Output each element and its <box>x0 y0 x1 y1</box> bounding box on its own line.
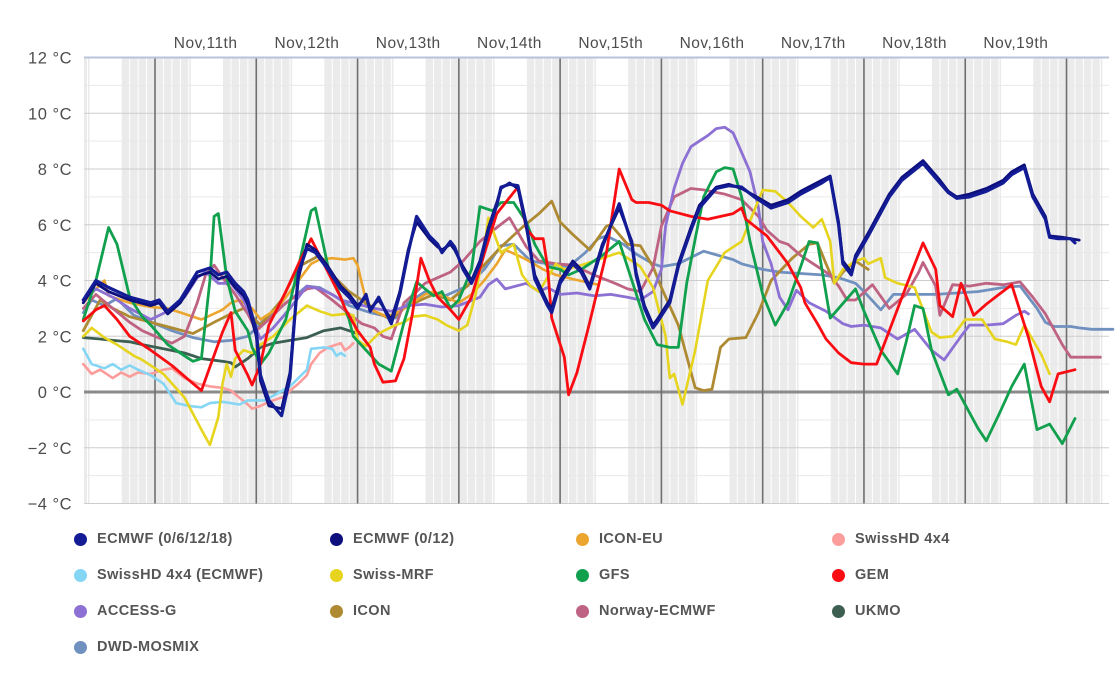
legend-item-gem[interactable]: GEM <box>832 567 1119 583</box>
legend-label: UKMO <box>855 603 901 619</box>
x-axis-label: Nov,16th <box>680 35 745 52</box>
y-axis-label: −4 °C <box>28 496 72 514</box>
legend-label: ECMWF (0/12) <box>353 531 455 547</box>
x-axis-label: Nov,15th <box>578 35 643 52</box>
y-axis-label: −2 °C <box>28 440 72 458</box>
series-line-swisshd_ec <box>82 346 347 409</box>
legend-color-dot <box>74 532 87 546</box>
legend-item-swisshd_ec[interactable]: SwissHD 4x4 (ECMWF) <box>74 567 330 583</box>
legend-item-ukmo[interactable]: UKMO <box>832 603 1119 619</box>
legend-color-dot <box>330 568 343 582</box>
x-axis-label: Nov,14th <box>477 35 542 52</box>
series-line-ukmo <box>81 326 360 369</box>
x-axis-label: Nov,18th <box>882 35 947 52</box>
legend-label: Norway-ECMWF <box>599 603 716 619</box>
legend-color-dot <box>832 604 845 618</box>
legend-color-dot <box>576 532 589 546</box>
legend-label: ACCESS-G <box>97 603 177 619</box>
series-line-gem <box>81 167 1077 404</box>
legend-color-dot <box>832 568 845 582</box>
legend-label: SwissHD 4x4 (ECMWF) <box>97 567 264 583</box>
x-axis-label: Nov,13th <box>376 35 441 52</box>
legend-label: ECMWF (0/6/12/18) <box>97 531 233 547</box>
x-axis-label: Nov,17th <box>781 35 846 52</box>
legend-color-dot <box>330 604 343 618</box>
legend-label: GEM <box>855 567 890 583</box>
legend-label: ICON <box>353 603 391 619</box>
y-axis-label: 2 °C <box>38 328 72 346</box>
legend-label: ICON-EU <box>599 531 664 547</box>
legend-label: GFS <box>599 567 631 583</box>
legend-item-access_g[interactable]: ACCESS-G <box>74 603 330 619</box>
legend-item-norway[interactable]: Norway-ECMWF <box>576 603 832 619</box>
model-legend: ECMWF (0/6/12/18) ECMWF (0/12) ICON-EU Swis… <box>0 521 1119 665</box>
legend-label: Swiss-MRF <box>353 567 434 583</box>
meteogram-plot: Nov,11th Nov,12th Nov,13th Nov,14th Nov,15th… <box>28 35 1115 514</box>
y-axis-label: 0 °C <box>38 384 72 402</box>
x-axis-label: Nov,12th <box>274 35 339 52</box>
y-axis-label: 12 °C <box>28 50 72 68</box>
legend-color-dot <box>576 604 589 618</box>
legend-color-dot <box>330 532 343 546</box>
legend-color-dot <box>74 604 87 618</box>
y-axis-label: 10 °C <box>28 105 72 123</box>
x-axis-label: Nov,19th <box>983 35 1048 52</box>
y-axis-label: 8 °C <box>38 161 72 179</box>
y-axis-label: 4 °C <box>38 273 72 291</box>
legend-item-swiss_mrf[interactable]: Swiss-MRF <box>330 567 576 583</box>
legend-item-dwd[interactable]: DWD-MOSMIX <box>74 639 330 655</box>
series-line-norway <box>81 187 1102 359</box>
legend-item-icon[interactable]: ICON <box>330 603 576 619</box>
temperature-forecast-chart: Nov,11th Nov,12th Nov,13th Nov,14th Nov,15th… <box>28 35 1115 514</box>
legend-color-dot <box>74 640 87 654</box>
legend-item-gfs[interactable]: GFS <box>576 567 832 583</box>
legend-item-ecmwf_main[interactable]: ECMWF (0/6/12/18) <box>74 531 330 547</box>
legend-label: SwissHD 4x4 <box>855 531 950 547</box>
legend-color-dot <box>576 568 589 582</box>
series-line-ecmwf_main <box>81 161 1077 418</box>
y-axis-label: 6 °C <box>38 217 72 235</box>
legend-color-dot <box>832 532 845 546</box>
legend-item-ecmwf_012[interactable]: ECMWF (0/12) <box>330 531 576 547</box>
x-axis-label: Nov,11th <box>174 35 238 52</box>
legend-item-icon_eu[interactable]: ICON-EU <box>576 531 832 547</box>
legend-item-swisshd[interactable]: SwissHD 4x4 <box>832 531 1119 547</box>
legend-color-dot <box>74 568 87 582</box>
legend-label: DWD-MOSMIX <box>97 639 200 655</box>
series-line-gfs <box>81 166 1077 446</box>
